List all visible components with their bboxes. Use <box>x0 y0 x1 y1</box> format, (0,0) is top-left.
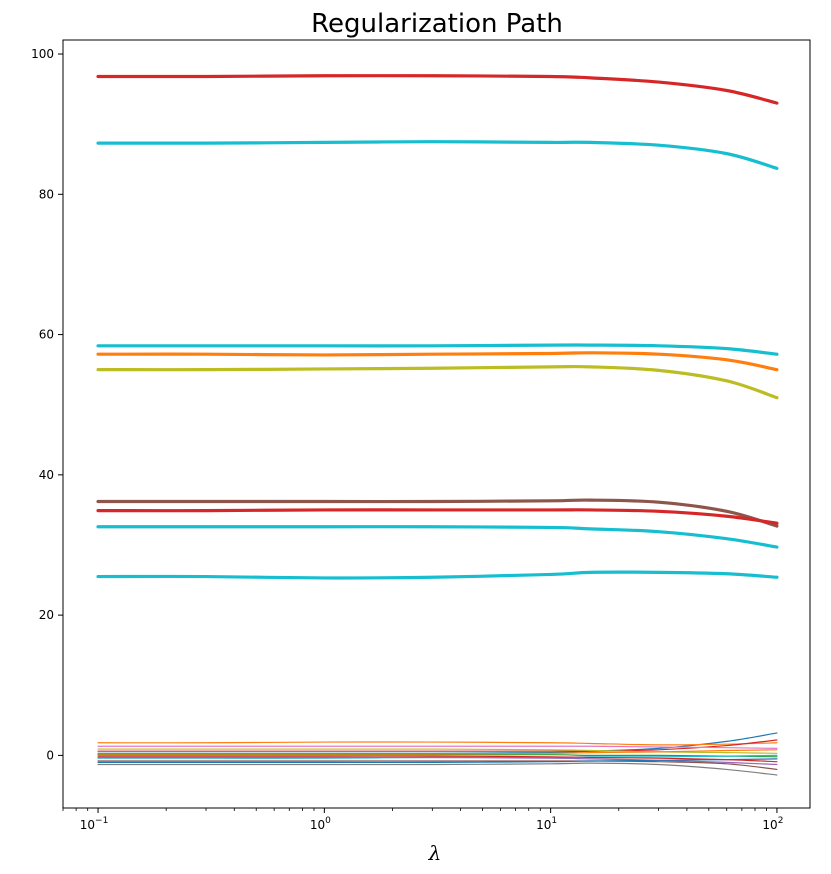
series-line-11 <box>97 741 778 746</box>
x-tick-label-3: 102 <box>762 816 783 832</box>
y-tick-label-40: 40 <box>39 468 54 482</box>
x-axis-label: λ <box>428 841 442 865</box>
series-line-17 <box>97 756 778 766</box>
x-tick-label-0: 10−1 <box>80 816 109 832</box>
series-line-22 <box>97 749 778 755</box>
series-line-1 <box>96 74 779 105</box>
series-line-18 <box>97 760 778 771</box>
y-tick-label-100: 100 <box>31 47 54 61</box>
series-line-15 <box>97 754 778 758</box>
series-line-9 <box>96 570 779 580</box>
plot-lines <box>96 74 779 776</box>
series-line-12 <box>97 739 778 752</box>
y-tick-label-60: 60 <box>39 328 54 342</box>
series-line-8 <box>96 525 779 549</box>
series-line-2 <box>96 140 779 170</box>
series-line-14 <box>97 748 778 754</box>
series-line-10 <box>97 732 778 754</box>
series-line-21 <box>97 755 778 763</box>
series-line-13 <box>97 745 778 749</box>
chart-title: Regularization Path <box>311 9 563 39</box>
x-tick-label-1: 100 <box>310 816 331 832</box>
x-axis: 10−1 100 101 102 <box>62 808 783 832</box>
y-tick-label-80: 80 <box>39 187 54 201</box>
series-line-19 <box>97 762 778 776</box>
x-tick-label-2: 101 <box>536 816 557 832</box>
y-tick-label-20: 20 <box>39 608 54 622</box>
y-axis: 0 20 40 60 80 100 <box>31 47 63 762</box>
plot-frame <box>62 39 811 809</box>
series-line-20 <box>97 758 778 764</box>
series-line-3 <box>96 343 779 356</box>
series-line-6 <box>96 498 779 528</box>
series-line-4 <box>96 351 779 372</box>
series-line-7 <box>96 508 779 525</box>
y-tick-label-0: 0 <box>46 748 54 762</box>
series-line-5 <box>96 364 779 400</box>
